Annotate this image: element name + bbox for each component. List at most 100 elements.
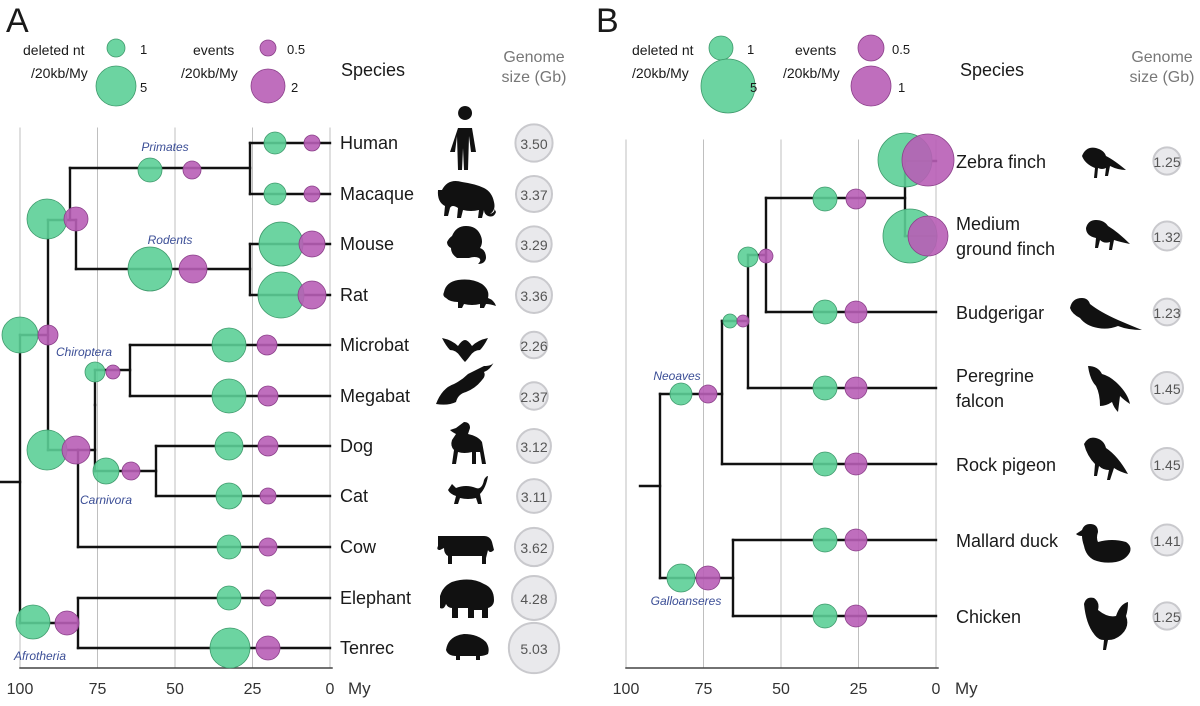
legend-events-small-value: 0.5 — [287, 42, 305, 57]
species-header: Species — [960, 60, 1024, 80]
species-label: Rat — [340, 285, 368, 305]
events-circle — [303, 185, 321, 203]
legend-events-small-value: 0.5 — [892, 42, 910, 57]
legend-events-small-circle — [259, 39, 277, 57]
axis-tick-label: 50 — [166, 681, 184, 698]
clade-label: Neoaves — [653, 369, 700, 383]
axis-tick-label: 0 — [326, 681, 335, 698]
deleted-circle — [127, 246, 173, 292]
genome-size-circle — [514, 174, 554, 214]
events-circle — [178, 254, 208, 284]
genome-size-circle — [511, 575, 557, 621]
deleted-circle — [812, 299, 838, 325]
elephant-icon — [440, 579, 494, 618]
genome-size-label: 1.45 — [1153, 381, 1180, 397]
deleted-circle — [812, 527, 838, 553]
genome-header-unit: size (Gb) — [1130, 69, 1195, 86]
events-circle — [907, 215, 949, 257]
legend-events-large-circle — [850, 65, 892, 107]
species-label: Rock pigeon — [956, 455, 1056, 475]
deleted-circle — [211, 378, 247, 414]
axis-tick-label: 75 — [89, 681, 107, 698]
deleted-circle — [216, 534, 242, 560]
legend-events-large-value: 2 — [291, 80, 298, 95]
zebra-finch-icon — [1082, 147, 1126, 178]
genome-header: Genome — [503, 49, 564, 66]
events-circle — [54, 610, 80, 636]
genome-size-circle — [1150, 371, 1184, 405]
genome-size-circle — [515, 225, 553, 263]
panel-a-letter: A — [6, 2, 29, 40]
clade-label: Carnivora — [80, 493, 132, 507]
genome-size-circle — [1152, 146, 1182, 176]
clade-label: Rodents — [148, 233, 193, 247]
legend-deleted-small-circle — [708, 35, 734, 61]
rat-icon — [443, 279, 496, 308]
genome-size-label: 2.26 — [520, 338, 547, 354]
species-label: Budgerigar — [956, 303, 1044, 323]
axis-tick-label: 50 — [772, 681, 790, 698]
genome-size-circle — [1152, 297, 1182, 327]
genome-size-label: 1.23 — [1153, 305, 1180, 321]
species-label: Microbat — [340, 335, 409, 355]
events-circle — [844, 300, 868, 324]
genome-size-label: 1.25 — [1153, 154, 1180, 170]
genome-size-label: 1.41 — [1153, 533, 1180, 549]
clade-label: Galloanseres — [651, 594, 722, 608]
genome-size-circle — [515, 276, 553, 314]
species-label: Zebra finch — [956, 152, 1046, 172]
events-circle — [845, 188, 867, 210]
genome-size-label: 3.36 — [520, 288, 547, 304]
deleted-circle — [722, 313, 738, 329]
species-label: Tenrec — [340, 638, 394, 658]
pigeon-icon — [1084, 437, 1128, 480]
legend-events-unit: /20kb/My — [783, 65, 840, 81]
deleted-circle — [737, 246, 759, 268]
clade-label: Chiroptera — [56, 345, 112, 359]
events-circle — [259, 589, 277, 607]
species-header: Species — [341, 60, 405, 80]
falcon-icon — [1088, 366, 1130, 412]
deleted-circle — [211, 327, 247, 363]
legend-deleted-unit: /20kb/My — [31, 65, 88, 81]
clade-label: Afrotheria — [13, 649, 66, 663]
species-label: Mouse — [340, 234, 394, 254]
events-circle — [758, 248, 774, 264]
genome-size-circle — [507, 621, 561, 675]
genome-size-label: 4.28 — [520, 591, 547, 607]
species-label: falcon — [956, 391, 1004, 411]
events-circle — [259, 487, 277, 505]
species-label: Mallard duck — [956, 531, 1059, 551]
macaque-icon — [437, 181, 496, 218]
species-label: Medium — [956, 214, 1020, 234]
events-circle — [844, 376, 868, 400]
genome-size-circle — [516, 478, 552, 514]
events-circle — [695, 565, 721, 591]
legend-deleted-large-circle — [700, 58, 756, 114]
genome-size-circle — [1150, 523, 1184, 557]
legend-deleted-small-value: 1 — [140, 42, 147, 57]
deleted-circle — [26, 198, 68, 240]
species-label: Peregrine — [956, 366, 1034, 386]
genome-size-label: 3.29 — [520, 237, 547, 253]
deleted-circle — [812, 186, 838, 212]
events-circle — [901, 133, 955, 187]
deleted-circle — [812, 375, 838, 401]
legend-deleted-large-value: 5 — [140, 80, 147, 95]
species-label: Megabat — [340, 386, 410, 406]
legend-events-unit: /20kb/My — [181, 65, 238, 81]
axis-tick-label: 100 — [7, 681, 34, 698]
events-circle — [844, 452, 868, 476]
species-label: Chicken — [956, 607, 1021, 627]
genome-size-label: 3.11 — [521, 489, 547, 505]
events-circle — [37, 324, 59, 346]
genome-size-label: 1.32 — [1153, 229, 1180, 245]
deleted-circle — [263, 182, 287, 206]
deleted-circle — [258, 221, 304, 267]
genome-size-circle — [1150, 447, 1184, 481]
species-label: Cat — [340, 486, 368, 506]
species-label: Elephant — [340, 588, 411, 608]
events-circle — [61, 435, 91, 465]
deleted-circle — [666, 563, 696, 593]
